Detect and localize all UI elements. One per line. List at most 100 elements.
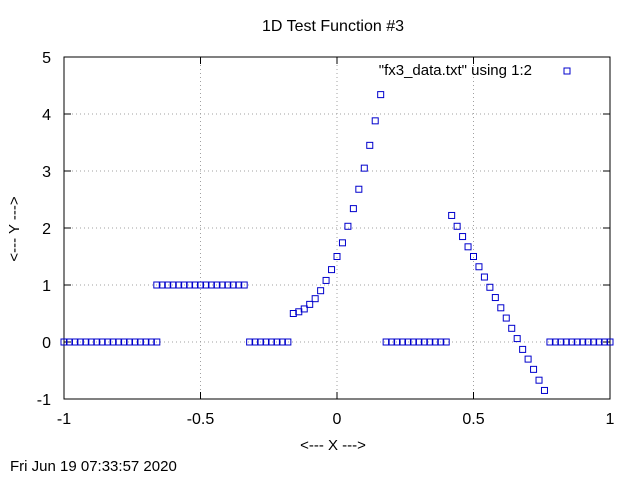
data-point	[306, 300, 314, 308]
data-point	[76, 338, 84, 346]
y-tick-label: 4	[42, 107, 51, 124]
data-point	[246, 338, 254, 346]
data-point	[459, 233, 467, 241]
data-point	[453, 222, 461, 230]
data-point	[104, 338, 112, 346]
data-point	[164, 281, 172, 289]
data-point	[344, 222, 352, 230]
data-point	[519, 345, 527, 353]
data-point	[328, 266, 336, 274]
data-point	[540, 386, 548, 394]
data-point	[426, 338, 434, 346]
data-point	[399, 338, 407, 346]
data-point	[355, 185, 363, 193]
data-point	[470, 253, 477, 260]
data-point	[278, 338, 286, 346]
x-tick-label: 0.5	[462, 411, 484, 428]
data-point	[126, 338, 134, 346]
data-point	[191, 281, 199, 289]
data-point	[437, 338, 445, 346]
legend: "fx3_data.txt" using 1:2	[379, 62, 571, 79]
data-point	[267, 338, 275, 346]
data-point	[371, 117, 379, 125]
data-point	[349, 205, 357, 213]
y-tick-label: 2	[42, 221, 51, 238]
data-point	[251, 338, 259, 346]
y-tick-label: 5	[42, 50, 51, 67]
data-point	[420, 338, 428, 346]
data-point	[360, 164, 368, 172]
x-axis-label: <--- X --->	[300, 437, 366, 454]
data-point	[311, 295, 319, 303]
data-point	[579, 338, 587, 346]
data-point	[120, 338, 128, 346]
data-point	[322, 276, 330, 284]
data-point	[153, 338, 161, 346]
data-point	[202, 281, 210, 289]
y-tick-label: -1	[37, 392, 51, 409]
data-point	[601, 338, 609, 346]
data-point	[486, 283, 494, 291]
data-point	[218, 281, 226, 289]
data-point	[530, 365, 538, 373]
data-point	[431, 338, 439, 346]
y-tick-label: 1	[42, 278, 51, 295]
data-point	[584, 338, 592, 346]
x-tick-label: -1	[57, 411, 71, 428]
y-tick-label: 3	[42, 164, 51, 181]
x-tick-label: -0.5	[187, 411, 215, 428]
data-point	[388, 338, 396, 346]
data-point	[235, 281, 243, 289]
legend-label: "fx3_data.txt" using 1:2	[379, 62, 532, 79]
data-point	[115, 338, 123, 346]
data-point	[131, 338, 139, 346]
data-point	[448, 211, 456, 219]
data-point	[508, 324, 516, 332]
data-point	[142, 338, 150, 346]
data-point	[573, 338, 581, 346]
data-point	[153, 281, 161, 289]
data-point	[513, 335, 521, 343]
chart-title: 1D Test Function #3	[262, 18, 404, 35]
data-point	[480, 273, 488, 281]
data-point	[409, 338, 417, 346]
data-point	[590, 338, 598, 346]
data-point	[224, 281, 232, 289]
data-point	[546, 338, 554, 346]
data-point	[317, 287, 325, 295]
data-point	[240, 281, 248, 289]
data-point	[186, 281, 194, 289]
data-point	[568, 338, 576, 346]
y-tick-label: 0	[42, 335, 51, 352]
data-point	[197, 281, 204, 289]
data-point	[562, 338, 570, 346]
data-points	[60, 91, 614, 394]
x-axis-tick-labels: -1 -0.5 0 0.5 1	[57, 411, 615, 428]
data-point	[169, 281, 177, 289]
data-point	[273, 338, 281, 346]
data-point	[60, 338, 68, 346]
timestamp-footer: Fri Jun 19 07:33:57 2020	[10, 458, 177, 475]
data-point	[229, 281, 237, 289]
data-point	[109, 338, 117, 346]
data-point	[606, 338, 614, 346]
data-point	[338, 239, 346, 247]
data-point	[502, 314, 510, 322]
data-point	[136, 338, 144, 346]
data-point	[175, 281, 183, 289]
data-point	[147, 338, 155, 346]
x-tick-label: 0	[333, 411, 342, 428]
data-point	[497, 304, 505, 312]
data-point	[93, 338, 101, 346]
data-point	[289, 310, 297, 317]
data-point	[333, 253, 341, 260]
data-point	[491, 294, 499, 302]
data-point	[595, 338, 603, 346]
data-point	[415, 338, 423, 346]
data-point	[377, 91, 385, 99]
data-point	[82, 338, 90, 346]
data-point	[535, 376, 543, 384]
data-point	[524, 355, 532, 363]
data-point	[382, 338, 390, 346]
